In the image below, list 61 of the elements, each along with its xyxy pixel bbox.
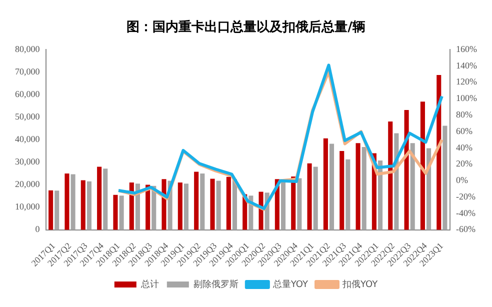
y2-tick-label: 100%	[456, 93, 478, 104]
bar	[86, 181, 92, 230]
bar	[340, 150, 344, 230]
bar	[323, 138, 328, 230]
bar	[216, 180, 221, 230]
bar	[442, 126, 448, 230]
y2-tick-label: 120%	[456, 76, 478, 87]
bar	[346, 159, 350, 230]
bar	[200, 174, 205, 230]
bar	[297, 178, 302, 230]
y-tick-label: 30,000	[15, 156, 40, 167]
y2-tick-label: 0%	[456, 175, 469, 186]
y-tick-label: 50,000	[15, 112, 40, 122]
bar	[48, 190, 54, 230]
y2-tick-label: -20%	[456, 191, 476, 202]
bar	[97, 166, 102, 230]
y2-tick-label: 80%	[456, 110, 474, 120]
y-tick-label: 70,000	[15, 66, 40, 76]
bar	[329, 144, 334, 230]
y-tick-label: 0	[35, 224, 40, 234]
bar	[232, 179, 238, 230]
bar	[388, 121, 393, 230]
bar	[119, 196, 124, 230]
y-tick-label: 20,000	[15, 179, 40, 190]
legend-label: 总计	[140, 278, 159, 290]
bar	[54, 190, 60, 230]
bar	[194, 172, 199, 230]
y-tick-label: 10,000	[15, 202, 40, 212]
bar	[362, 146, 366, 230]
bar	[280, 180, 286, 230]
bar	[178, 182, 182, 230]
y2-tick-label: 60%	[456, 126, 474, 136]
legend-label: 总量YOY	[272, 278, 308, 290]
bar	[426, 148, 432, 230]
bar	[410, 143, 415, 230]
bar	[70, 174, 76, 230]
bar	[162, 179, 166, 230]
bar	[226, 176, 231, 230]
y-tick-label: 60,000	[15, 89, 40, 100]
y2-tick-label: 20%	[456, 158, 474, 169]
bar	[103, 168, 108, 230]
bar	[313, 166, 318, 230]
legend-label: 剔除俄罗斯	[193, 278, 238, 290]
y-tick-label: 40,000	[15, 134, 40, 144]
y2-tick-label: -40%	[456, 208, 476, 218]
bar	[64, 174, 70, 230]
y2-tick-label: 140%	[456, 60, 478, 70]
bar	[113, 194, 118, 230]
chart-title: 图：国内重卡出口总量以及扣俄后总量/辆	[126, 19, 366, 36]
y2-tick-label: -60%	[456, 224, 476, 234]
bar	[420, 102, 425, 230]
bar	[210, 178, 215, 230]
bar	[307, 163, 312, 230]
legend-label: 扣俄YOY	[342, 278, 378, 290]
y2-tick-label: 40%	[456, 142, 474, 152]
y-tick-label: 80,000	[15, 44, 40, 54]
bar	[356, 143, 360, 230]
bar	[80, 180, 86, 230]
y2-tick-label: 160%	[456, 44, 478, 54]
bar	[378, 160, 383, 230]
bar	[184, 184, 188, 230]
